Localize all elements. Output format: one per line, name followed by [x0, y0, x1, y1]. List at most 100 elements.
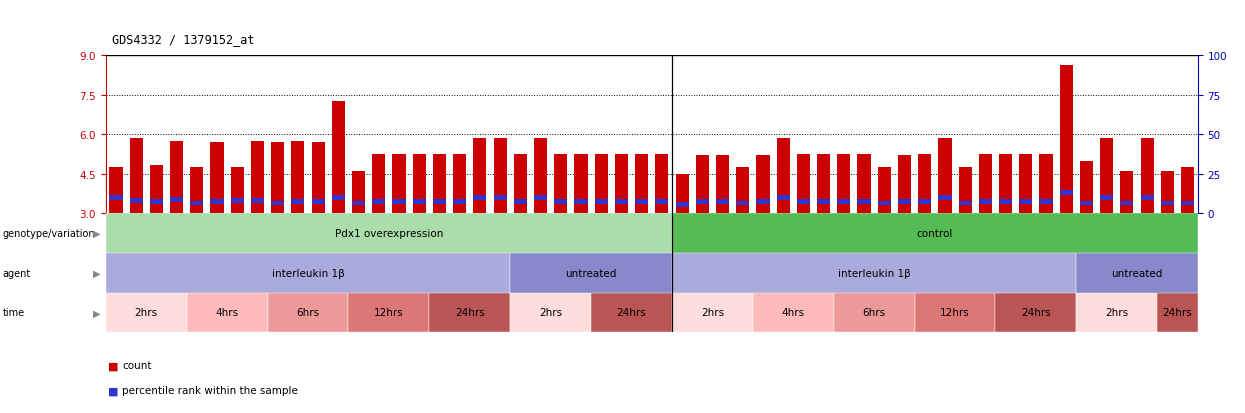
Bar: [106, 214, 672, 254]
Bar: [110, 168, 122, 214]
Bar: [230, 199, 244, 203]
Bar: [1040, 200, 1052, 205]
Bar: [797, 154, 810, 214]
Bar: [514, 154, 527, 214]
Bar: [1120, 201, 1133, 206]
Bar: [1079, 201, 1093, 206]
Bar: [1101, 139, 1113, 214]
Text: ■: ■: [108, 361, 118, 370]
Bar: [878, 168, 891, 214]
Bar: [1158, 293, 1198, 332]
Bar: [291, 141, 305, 214]
Bar: [271, 143, 284, 214]
Bar: [514, 200, 527, 205]
Bar: [106, 293, 187, 332]
Text: ▶: ▶: [93, 229, 101, 239]
Bar: [187, 293, 268, 332]
Bar: [595, 200, 608, 205]
Text: untreated: untreated: [1112, 268, 1163, 278]
Bar: [1079, 161, 1093, 214]
Bar: [1077, 254, 1198, 293]
Bar: [493, 139, 507, 214]
Text: 24hrs: 24hrs: [616, 308, 646, 318]
Bar: [1040, 154, 1052, 214]
Bar: [898, 156, 911, 214]
Text: 12hrs: 12hrs: [374, 308, 403, 318]
Bar: [797, 200, 810, 205]
Bar: [635, 154, 649, 214]
Text: 6hrs: 6hrs: [296, 308, 320, 318]
Bar: [510, 293, 591, 332]
Bar: [311, 200, 325, 205]
Bar: [615, 154, 627, 214]
Bar: [574, 154, 588, 214]
Bar: [918, 200, 931, 205]
Bar: [676, 202, 688, 207]
Bar: [777, 139, 789, 214]
Text: ▶: ▶: [93, 268, 101, 278]
Bar: [352, 201, 365, 206]
Bar: [753, 293, 834, 332]
Bar: [757, 200, 769, 205]
Text: interleukin 1β: interleukin 1β: [838, 268, 910, 278]
Bar: [939, 139, 951, 214]
Text: 24hrs: 24hrs: [454, 308, 484, 318]
Bar: [1020, 154, 1032, 214]
Bar: [595, 154, 608, 214]
Text: 12hrs: 12hrs: [940, 308, 970, 318]
Bar: [834, 293, 915, 332]
Bar: [251, 199, 264, 203]
Bar: [1059, 191, 1073, 195]
Bar: [110, 196, 122, 201]
Bar: [838, 200, 850, 205]
Text: 2hrs: 2hrs: [1106, 308, 1128, 318]
Bar: [979, 200, 992, 205]
Text: time: time: [2, 308, 25, 318]
Bar: [1182, 168, 1194, 214]
Bar: [268, 293, 349, 332]
Bar: [672, 214, 1198, 254]
Text: count: count: [122, 361, 152, 370]
Text: agent: agent: [2, 268, 31, 278]
Bar: [736, 201, 749, 206]
Bar: [655, 200, 669, 205]
Bar: [979, 154, 992, 214]
Bar: [129, 139, 143, 214]
Bar: [777, 196, 789, 201]
Bar: [918, 154, 931, 214]
Bar: [392, 154, 406, 214]
Text: 2hrs: 2hrs: [134, 308, 158, 318]
Bar: [412, 154, 426, 214]
Bar: [757, 156, 769, 214]
Bar: [959, 168, 972, 214]
Text: untreated: untreated: [565, 268, 616, 278]
Bar: [554, 200, 568, 205]
Bar: [998, 200, 1012, 205]
Bar: [271, 201, 284, 206]
Bar: [672, 254, 1077, 293]
Bar: [898, 200, 911, 205]
Bar: [838, 154, 850, 214]
Bar: [635, 200, 649, 205]
Text: percentile rank within the sample: percentile rank within the sample: [122, 385, 298, 395]
Text: 4hrs: 4hrs: [215, 308, 239, 318]
Bar: [510, 254, 672, 293]
Bar: [736, 168, 749, 214]
Bar: [251, 141, 264, 214]
Bar: [453, 154, 466, 214]
Bar: [331, 196, 345, 201]
Bar: [534, 196, 547, 201]
Bar: [554, 154, 568, 214]
Text: 2hrs: 2hrs: [539, 308, 563, 318]
Bar: [473, 139, 487, 214]
Bar: [352, 172, 365, 214]
Bar: [858, 154, 870, 214]
Text: 2hrs: 2hrs: [701, 308, 725, 318]
Bar: [1160, 172, 1174, 214]
Bar: [672, 293, 753, 332]
Bar: [817, 200, 830, 205]
Bar: [412, 200, 426, 205]
Bar: [534, 139, 547, 214]
Bar: [1120, 172, 1133, 214]
Bar: [453, 200, 466, 205]
